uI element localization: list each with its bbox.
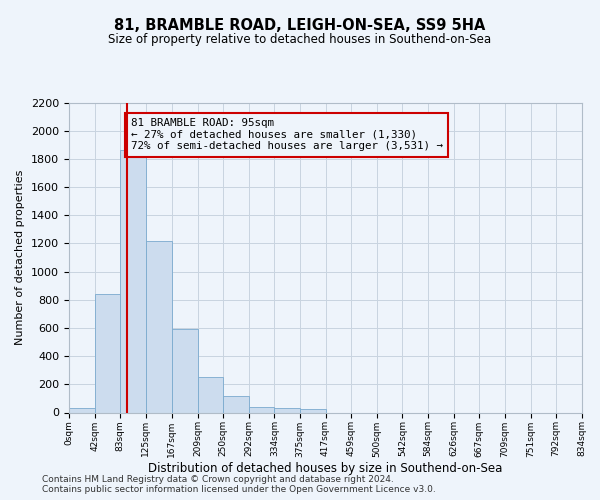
Text: Contains public sector information licensed under the Open Government Licence v3: Contains public sector information licen… xyxy=(42,485,436,494)
Bar xyxy=(146,240,172,412)
Bar xyxy=(69,408,95,412)
Bar xyxy=(172,330,197,412)
Bar xyxy=(120,150,146,412)
Bar xyxy=(274,408,299,412)
Bar xyxy=(299,409,325,412)
X-axis label: Distribution of detached houses by size in Southend-on-Sea: Distribution of detached houses by size … xyxy=(148,462,503,475)
Text: Size of property relative to detached houses in Southend-on-Sea: Size of property relative to detached ho… xyxy=(109,32,491,46)
Text: 81, BRAMBLE ROAD, LEIGH-ON-SEA, SS9 5HA: 81, BRAMBLE ROAD, LEIGH-ON-SEA, SS9 5HA xyxy=(115,18,485,32)
Bar xyxy=(248,407,274,412)
Bar xyxy=(223,396,248,412)
Y-axis label: Number of detached properties: Number of detached properties xyxy=(16,170,25,345)
Text: Contains HM Land Registry data © Crown copyright and database right 2024.: Contains HM Land Registry data © Crown c… xyxy=(42,475,394,484)
Bar xyxy=(197,376,223,412)
Text: 81 BRAMBLE ROAD: 95sqm
← 27% of detached houses are smaller (1,330)
72% of semi-: 81 BRAMBLE ROAD: 95sqm ← 27% of detached… xyxy=(131,118,443,151)
Bar xyxy=(95,294,120,412)
